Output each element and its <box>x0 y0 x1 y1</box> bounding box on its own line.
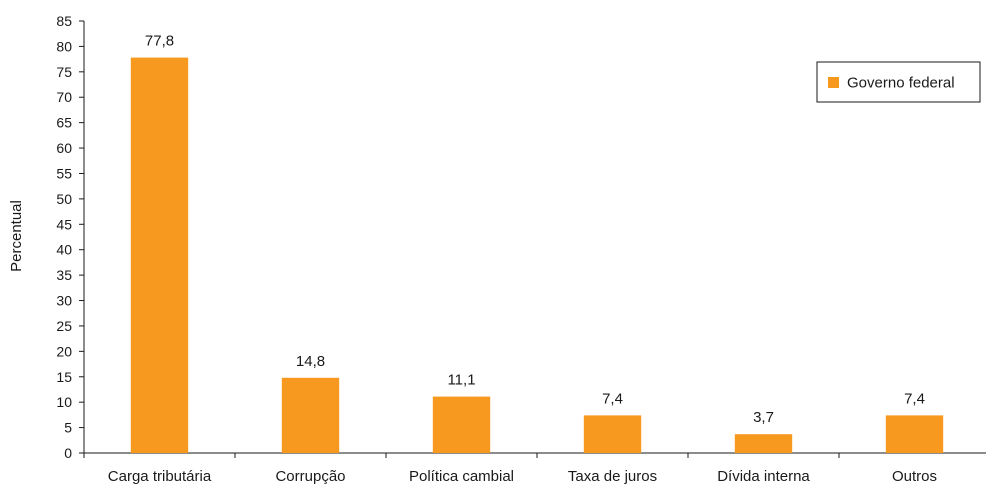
y-tick-label: 20 <box>56 343 72 359</box>
data-label: 3,7 <box>753 409 774 426</box>
data-label: 11,1 <box>447 372 475 389</box>
y-tick-label: 10 <box>56 394 72 410</box>
y-tick-label: 5 <box>64 420 72 436</box>
x-axis: Carga tributária Corrupção Política cambia… <box>83 452 986 485</box>
y-tick-label: 60 <box>56 140 72 156</box>
y-tick-label: 45 <box>56 216 72 232</box>
data-label: 7,4 <box>602 390 623 407</box>
legend-label: Governo federal <box>847 75 955 92</box>
y-tick-label: 50 <box>56 191 72 207</box>
x-tick-label: Dívida interna <box>717 468 810 485</box>
y-axis-title: Percentual <box>8 200 25 272</box>
x-tick-label: Carga tributária <box>108 468 212 485</box>
bar <box>734 434 793 453</box>
bar <box>885 415 944 453</box>
y-tick-label: 0 <box>64 445 72 461</box>
legend-box <box>816 61 981 103</box>
data-labels: 77,8 14,8 11,1 7,4 3,7 7,4 <box>145 33 925 427</box>
bar <box>583 415 642 453</box>
y-tick-label: 80 <box>56 38 72 54</box>
data-label: 7,4 <box>904 390 925 407</box>
x-tick-label: Taxa de juros <box>568 468 657 485</box>
data-label: 14,8 <box>296 353 325 370</box>
y-axis: 0 5 10 15 20 25 30 35 40 45 50 55 60 65 70 75 80 85 <box>56 13 85 461</box>
x-tick-label: Outros <box>892 468 937 485</box>
y-tick-label: 35 <box>56 267 72 283</box>
legend: Governo federal <box>816 61 981 103</box>
legend-swatch <box>828 77 839 88</box>
y-tick-label: 75 <box>56 64 72 80</box>
bar <box>130 57 189 453</box>
y-tick-label: 65 <box>56 115 72 131</box>
bar <box>432 396 491 453</box>
y-tick-label: 40 <box>56 242 72 258</box>
bar <box>281 377 340 453</box>
y-tick-label: 15 <box>56 369 72 385</box>
y-tick-label: 25 <box>56 318 72 334</box>
y-tick-label: 55 <box>56 165 72 181</box>
y-tick-label: 70 <box>56 89 72 105</box>
y-tick-label: 30 <box>56 293 72 309</box>
data-label: 77,8 <box>145 33 174 50</box>
bars <box>130 57 944 453</box>
y-tick-label: 85 <box>56 13 72 29</box>
x-tick-label: Corrupção <box>275 468 345 485</box>
x-tick-label: Política cambial <box>409 468 514 485</box>
